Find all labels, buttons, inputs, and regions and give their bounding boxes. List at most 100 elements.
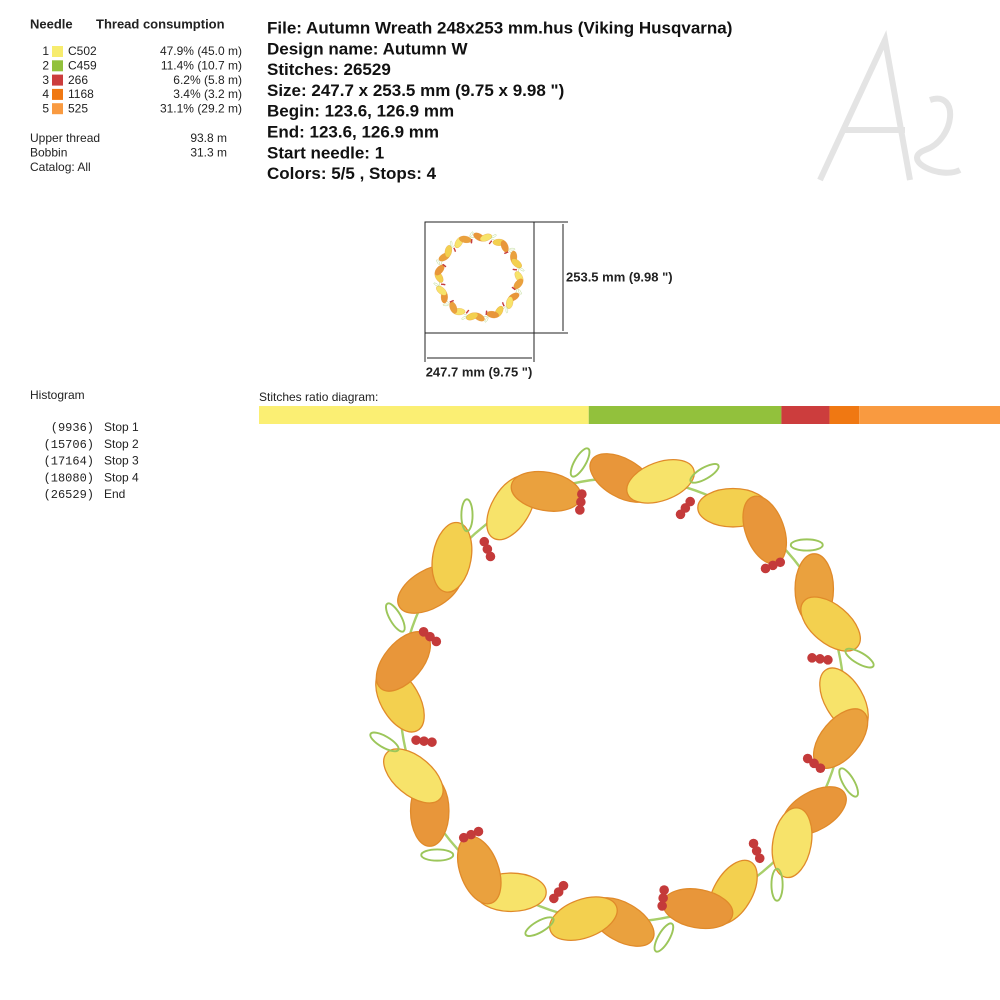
- width-label: 247.7 mm (9.75 "): [426, 364, 533, 379]
- thread-code: 266: [68, 73, 88, 87]
- berry: [515, 268, 518, 271]
- leaf: [506, 296, 514, 309]
- info-line: Colors: 5/5 , Stops: 4: [267, 164, 437, 183]
- stop-count: (17164): [44, 455, 94, 469]
- leaf: [444, 245, 452, 258]
- berry: [470, 238, 473, 241]
- preview-wreath: [433, 231, 525, 323]
- vine-leaf: [491, 234, 497, 239]
- info-line: Design name: Autumn W: [267, 39, 468, 58]
- color-swatch: [52, 103, 63, 115]
- thread-code: 1168: [68, 87, 94, 101]
- ratio-segment: [588, 406, 782, 424]
- vine-leaf: [653, 922, 675, 953]
- total-value: 93.8 m: [190, 131, 227, 145]
- preview-box: [424, 221, 535, 334]
- vine-leaf: [569, 447, 591, 478]
- thread-consumption: 47.9% (45.0 m): [160, 44, 242, 58]
- berry: [512, 268, 515, 271]
- vine-leaf: [385, 602, 406, 633]
- berry: [419, 736, 429, 746]
- needle-number: 5: [42, 101, 49, 115]
- vine-leaf: [789, 538, 824, 552]
- total-value: 31.3 m: [190, 145, 227, 159]
- vine-leaf: [844, 647, 875, 669]
- berry: [751, 846, 762, 856]
- berry: [467, 309, 470, 312]
- stop-label: Stop 2: [104, 437, 139, 451]
- wreath-design: [369, 447, 875, 953]
- berry: [505, 251, 508, 254]
- ratio-segment: [829, 406, 860, 424]
- needle-number: 3: [42, 73, 49, 87]
- berry: [659, 885, 669, 895]
- stop-count: (9936): [51, 421, 94, 435]
- berry: [575, 505, 585, 515]
- header: Thread consumption: [96, 16, 225, 31]
- height-label: 253.5 mm (9.98 "): [566, 269, 673, 284]
- berry: [823, 655, 833, 665]
- info-line: End: 123.6, 126.9 mm: [267, 122, 439, 141]
- thread-consumption: 31.1% (29.2 m): [160, 101, 242, 115]
- berry: [485, 551, 496, 562]
- thread-code: 525: [68, 101, 88, 115]
- needle-number: 2: [42, 58, 49, 72]
- berry: [807, 653, 817, 663]
- berry: [444, 265, 447, 268]
- berry: [485, 311, 488, 314]
- vine-leaf: [449, 240, 453, 247]
- leaf: [800, 596, 861, 652]
- histogram-title: Histogram: [30, 388, 85, 402]
- leaf: [626, 459, 695, 504]
- stop-label: End: [104, 487, 125, 501]
- berry: [754, 853, 765, 864]
- berry: [511, 286, 514, 289]
- berry: [768, 560, 778, 571]
- info-line: Stitches: 26529: [267, 60, 391, 79]
- leaf: [511, 258, 522, 269]
- berry: [760, 563, 771, 574]
- needle-number: 1: [42, 44, 49, 58]
- stop-count: (26529): [44, 488, 94, 502]
- berry: [431, 636, 442, 647]
- leaf: [383, 748, 444, 804]
- stop-label: Stop 1: [104, 420, 139, 434]
- stop-count: (18080): [44, 471, 94, 485]
- leaf: [466, 312, 479, 321]
- info-line: Begin: 123.6, 126.9 mm: [267, 102, 454, 121]
- berry: [675, 509, 686, 520]
- total-label: Bobbin: [30, 145, 67, 159]
- berry: [473, 826, 484, 837]
- dimension-lines: [424, 221, 568, 362]
- leaf: [479, 233, 492, 242]
- vine-leaf: [436, 259, 441, 265]
- info-line: File: Autumn Wreath 248x253 mm.hus (Viki…: [267, 18, 732, 37]
- berry: [513, 268, 516, 271]
- berry: [479, 536, 490, 547]
- berry: [458, 832, 469, 843]
- thread-consumption: 11.4% (10.7 m): [161, 58, 242, 72]
- watermark-logo: [817, 30, 962, 182]
- vine-leaf: [505, 307, 509, 314]
- vine-leaf: [517, 289, 522, 295]
- vine-leaf: [469, 231, 474, 237]
- berry: [658, 893, 668, 903]
- vine-leaf: [770, 867, 784, 902]
- thread-code: C459: [68, 58, 97, 72]
- header: Needle: [30, 16, 73, 31]
- vine-leaf: [484, 317, 489, 323]
- leaf: [549, 896, 618, 941]
- berry: [427, 737, 437, 747]
- ratio-title: Stitches ratio diagram:: [259, 390, 378, 404]
- berry: [577, 489, 587, 499]
- catalog: Catalog: All: [30, 160, 91, 174]
- berry: [453, 247, 455, 250]
- stop-label: Stop 3: [104, 454, 139, 468]
- berry: [657, 901, 667, 911]
- thread-consumption: 3.4% (3.2 m): [173, 87, 242, 101]
- vine-leaf: [689, 463, 720, 484]
- berry: [443, 283, 446, 286]
- thread-code: C502: [68, 44, 97, 58]
- color-swatch: [52, 74, 63, 86]
